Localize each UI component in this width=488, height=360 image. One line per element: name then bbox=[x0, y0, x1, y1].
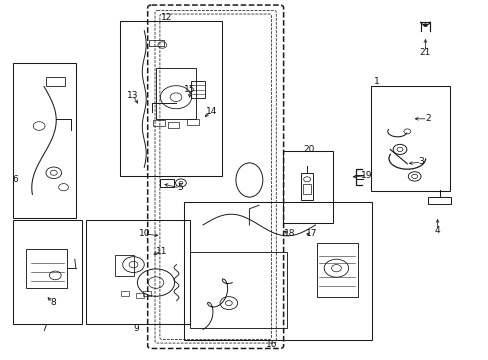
Bar bbox=[189, 252, 286, 328]
Bar bbox=[156, 68, 195, 119]
Bar bbox=[149, 40, 163, 46]
Text: 17: 17 bbox=[305, 230, 317, 238]
Bar bbox=[187, 119, 199, 125]
Text: 13: 13 bbox=[127, 91, 139, 100]
Bar bbox=[167, 122, 179, 128]
Bar bbox=[121, 291, 129, 296]
Bar bbox=[85, 220, 189, 324]
Text: 16: 16 bbox=[265, 341, 277, 349]
Text: 19: 19 bbox=[360, 171, 372, 180]
Bar bbox=[316, 243, 358, 297]
Bar bbox=[13, 220, 82, 324]
Text: 4: 4 bbox=[434, 226, 440, 235]
Bar bbox=[184, 202, 371, 340]
Text: 14: 14 bbox=[205, 107, 217, 116]
Bar bbox=[136, 293, 143, 298]
Text: 10: 10 bbox=[138, 230, 150, 238]
Text: 9: 9 bbox=[133, 324, 139, 333]
Text: 21: 21 bbox=[419, 48, 430, 57]
Bar bbox=[153, 120, 164, 126]
Bar bbox=[120, 21, 222, 176]
Text: 1: 1 bbox=[373, 77, 379, 85]
Bar bbox=[370, 86, 449, 191]
Text: 6: 6 bbox=[13, 175, 19, 184]
Bar bbox=[301, 173, 312, 200]
Bar bbox=[160, 179, 174, 187]
Text: 3: 3 bbox=[418, 158, 424, 166]
Text: 5: 5 bbox=[177, 184, 183, 192]
Bar bbox=[143, 291, 151, 296]
Bar bbox=[427, 197, 450, 204]
Bar bbox=[13, 63, 76, 218]
Bar bbox=[115, 255, 134, 276]
Bar bbox=[302, 184, 311, 194]
Text: 2: 2 bbox=[424, 114, 430, 123]
Text: 8: 8 bbox=[50, 298, 56, 307]
Bar bbox=[26, 249, 67, 288]
Text: 12: 12 bbox=[160, 13, 172, 22]
Bar bbox=[190, 81, 205, 98]
Text: 18: 18 bbox=[284, 230, 295, 238]
Text: 15: 15 bbox=[183, 85, 195, 94]
Bar bbox=[46, 77, 65, 86]
Text: 11: 11 bbox=[155, 247, 167, 256]
Text: 20: 20 bbox=[303, 145, 314, 154]
Circle shape bbox=[423, 24, 427, 27]
Bar bbox=[282, 151, 332, 223]
Text: 7: 7 bbox=[41, 324, 47, 333]
